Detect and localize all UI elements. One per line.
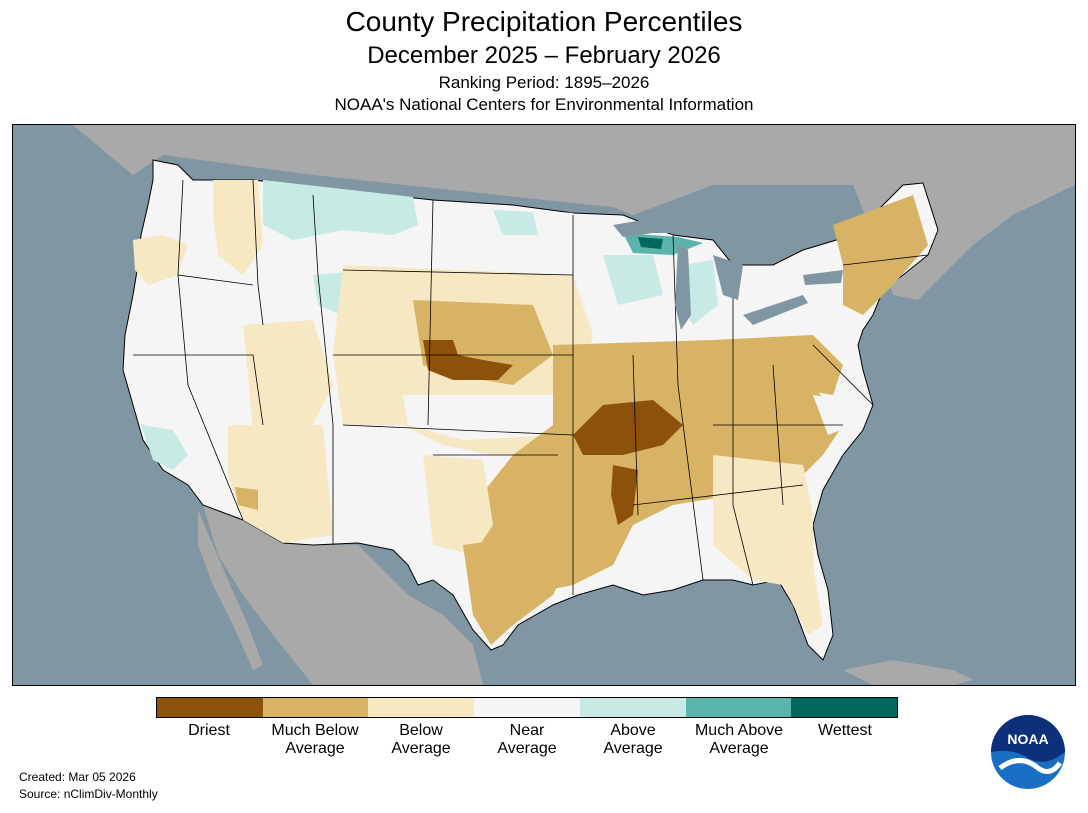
legend-label: Near Average: [497, 722, 557, 757]
legend-swatch: [791, 698, 898, 717]
logo-gull: [998, 758, 1063, 775]
logo-text: NOAA: [1007, 731, 1048, 747]
region-nebraska-driest: [423, 340, 513, 380]
region-pacific-nw: [133, 235, 188, 285]
region-southwest-tan: [235, 487, 258, 510]
legend-swatch: [368, 698, 475, 717]
cuba-land: [843, 660, 973, 685]
region-northeast: [833, 195, 928, 315]
region-arizona: [228, 425, 333, 543]
canada-land: [13, 125, 1075, 300]
region-lower-mississippi-driest: [611, 465, 638, 525]
baja-land: [198, 510, 263, 670]
legend-swatch: [157, 698, 263, 717]
lake-michigan: [675, 245, 691, 330]
lake-erie: [743, 295, 808, 325]
region-texas-below: [423, 455, 493, 555]
legend-label: Driest: [188, 722, 230, 739]
legend-label: Below Average: [391, 722, 451, 757]
region-california-coast: [141, 425, 188, 470]
map-subtitle: December 2025 – February 2026: [367, 42, 721, 69]
region-wisconsin-above: [603, 255, 663, 305]
lake-huron: [713, 255, 743, 300]
region-colorado-near: [403, 395, 558, 440]
logo-sky: [991, 715, 1065, 762]
legend-label: Much Above Average: [694, 722, 784, 757]
map-title: County Precipitation Percentiles: [345, 6, 743, 37]
noaa-logo-icon: NOAA: [990, 713, 1066, 796]
region-dakota-above: [493, 210, 538, 235]
mexico-land: [203, 505, 483, 685]
legend-swatch: [685, 698, 792, 717]
lake-superior: [613, 215, 713, 237]
region-ohio-valley: [713, 335, 843, 395]
region-montana: [263, 180, 418, 240]
lake-ontario: [803, 270, 843, 285]
region-nevada-utah: [243, 320, 333, 435]
created-date: Created: Mar 05 2026: [19, 770, 136, 784]
ranking-period: Ranking Period: 1895–2026: [438, 73, 650, 92]
legend-label: Above Average: [603, 722, 663, 757]
agency-name: NOAA's National Centers for Environmenta…: [334, 95, 754, 114]
legend-swatch: [579, 698, 686, 717]
region-southeast-below: [713, 455, 823, 635]
precipitation-map: [12, 124, 1076, 686]
legend-color-bar: [156, 697, 898, 718]
data-source: Source: nClimDiv-Monthly: [19, 787, 158, 801]
region-michigan-up-wettest-core: [638, 237, 663, 249]
legend-label: Wettest: [818, 722, 872, 739]
legend-swatch: [262, 698, 369, 717]
region-texas-much-below: [463, 535, 573, 645]
region-mississippi-valley: [473, 340, 843, 595]
region-idaho: [213, 180, 263, 275]
state-borders: [133, 179, 929, 595]
legend-label: Much Below Average: [271, 722, 359, 757]
region-ozarks-driest: [573, 400, 683, 455]
legend-swatch: [474, 698, 580, 717]
